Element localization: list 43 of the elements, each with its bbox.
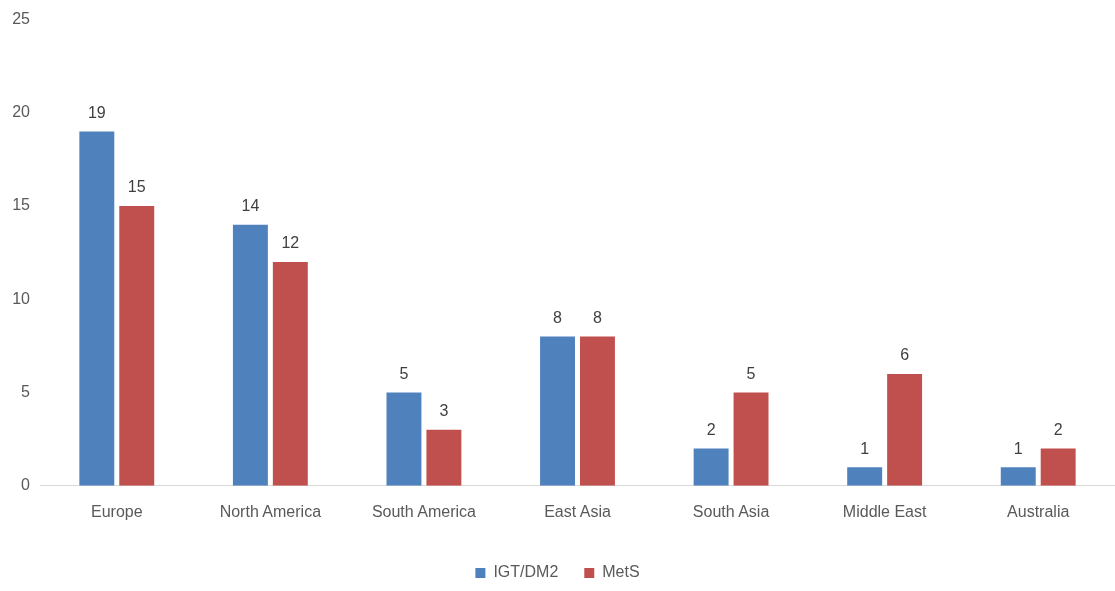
bar <box>1040 448 1076 486</box>
bar <box>580 336 615 486</box>
y-tick-label: 10 <box>12 289 31 307</box>
bar <box>887 373 923 486</box>
legend-label: IGT/DM2 <box>493 563 559 581</box>
x-tick-label: Australia <box>1007 502 1070 520</box>
y-tick-label: 5 <box>21 382 31 400</box>
bar <box>386 392 422 486</box>
data-label: 14 <box>241 197 260 215</box>
bar <box>79 131 115 486</box>
data-label: 1 <box>1013 439 1023 457</box>
data-label: 6 <box>900 346 910 364</box>
data-label: 2 <box>706 420 716 438</box>
x-tick-label: East Asia <box>544 502 611 520</box>
y-tick-label: 15 <box>12 196 31 214</box>
data-label: 8 <box>553 309 563 327</box>
y-tick-label: 0 <box>21 476 31 494</box>
data-label: 8 <box>593 309 603 327</box>
bar <box>272 262 308 486</box>
bar <box>847 467 883 486</box>
x-tick-label: North America <box>219 502 322 520</box>
data-label: 19 <box>87 103 106 121</box>
bar <box>426 429 462 486</box>
x-tick-label: South Asia <box>692 502 770 520</box>
bar <box>540 336 575 486</box>
x-tick-label: Europe <box>90 502 143 520</box>
data-label: 5 <box>399 364 409 382</box>
x-tick-label: South America <box>371 502 477 520</box>
x-tick-label: Middle East <box>842 502 927 520</box>
legend-label: MetS <box>602 563 640 581</box>
data-label: 3 <box>439 402 449 420</box>
y-tick-label: 25 <box>12 10 31 28</box>
data-label: 1 <box>860 439 870 457</box>
data-label: 12 <box>281 234 300 252</box>
bar <box>693 448 729 486</box>
data-label: 2 <box>1053 420 1063 438</box>
bar <box>119 206 155 486</box>
bar <box>1000 467 1036 486</box>
bar <box>232 224 268 486</box>
bar <box>733 392 769 486</box>
data-label: 15 <box>127 178 146 196</box>
data-label: 5 <box>746 364 756 382</box>
y-tick-label: 20 <box>12 103 31 121</box>
